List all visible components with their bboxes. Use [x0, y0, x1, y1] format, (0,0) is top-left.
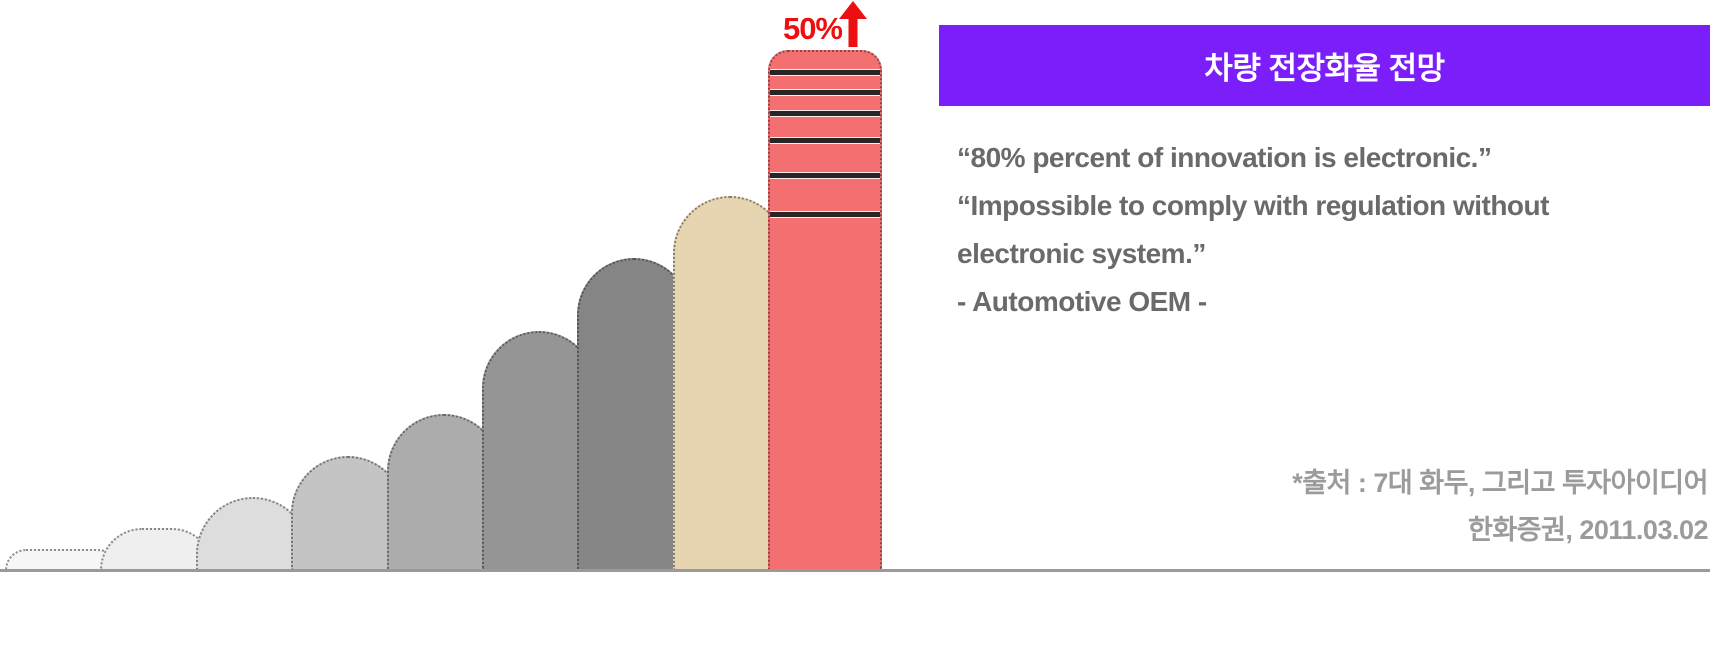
chart-baseline [0, 569, 1710, 572]
bar-4 [291, 456, 405, 570]
peak-value-label: 50% [782, 11, 843, 46]
quote-line-2: “Impossible to comply with regulation wi… [957, 190, 1549, 221]
source-line-1: *출처 : 7대 화두, 그리고 투자아이디어 [1292, 468, 1708, 498]
segment-divider-line [770, 90, 880, 95]
source-citation: *출처 : 7대 화두, 그리고 투자아이디어 한화증권, 2011.03.02 [1292, 460, 1708, 554]
segment-divider-line [770, 70, 880, 75]
quote-line-1: “80% percent of innovation is electronic… [957, 142, 1492, 173]
segment-divider-line [770, 173, 880, 178]
section-title-box: 차량 전장화율 전망 [939, 25, 1710, 106]
quote-attribution: - Automotive OEM - [957, 286, 1207, 317]
quote-block: “80% percent of innovation is electronic… [957, 134, 1697, 326]
segment-divider-line [770, 138, 880, 143]
source-line-2: 한화증권, 2011.03.02 [1467, 515, 1709, 545]
section-title: 차량 전장화율 전망 [1204, 51, 1445, 86]
segment-divider-line [770, 111, 880, 116]
segment-divider-line [770, 212, 880, 217]
up-arrow-icon [839, 1, 867, 47]
quote-line-3: electronic system.” [957, 238, 1206, 269]
bar-9-highlight [768, 50, 882, 570]
